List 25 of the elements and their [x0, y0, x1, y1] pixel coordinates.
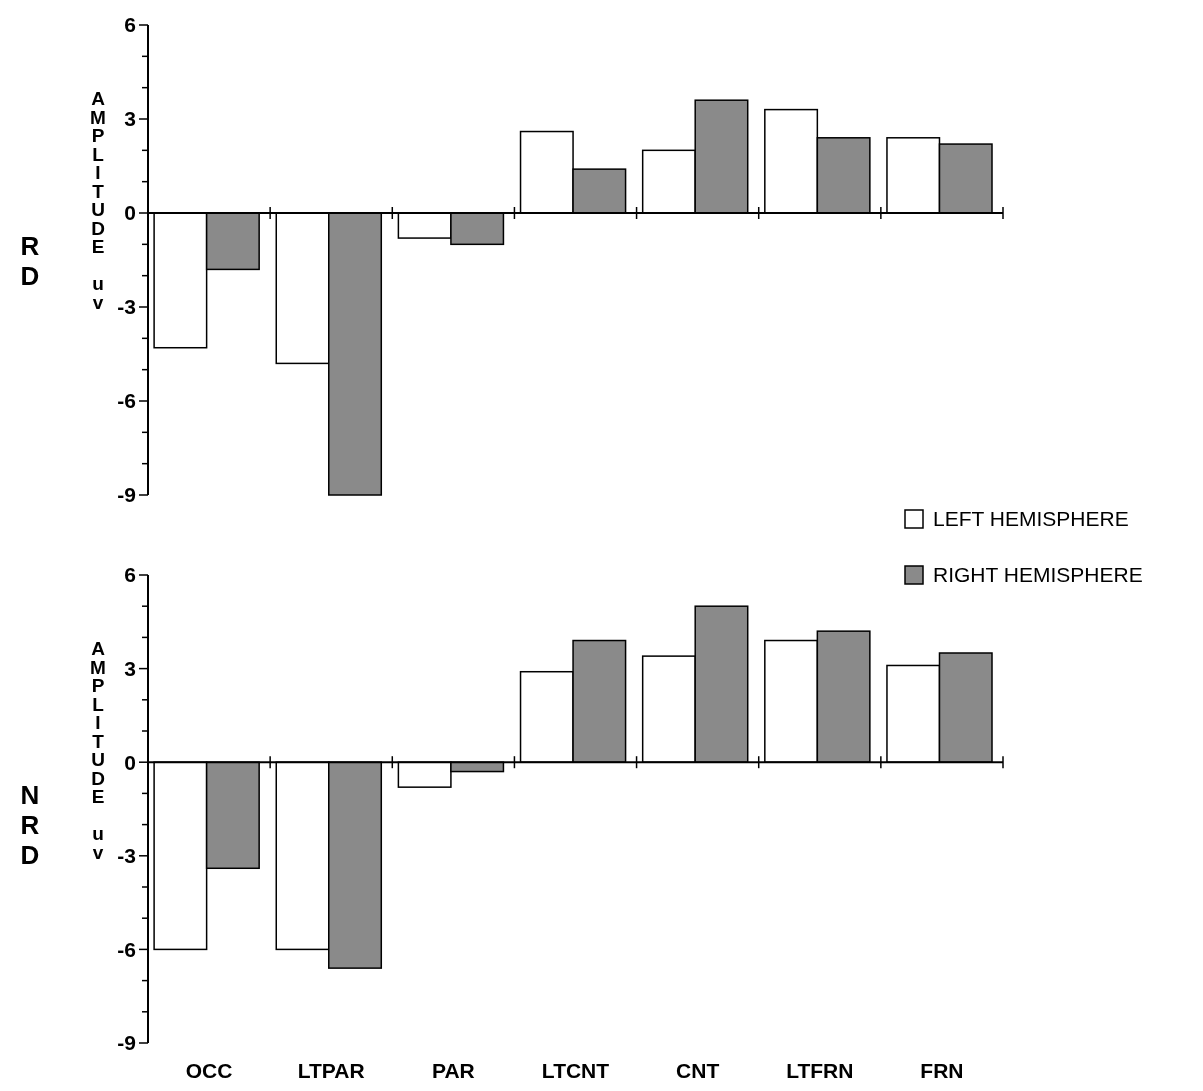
legend-label: RIGHT HEMISPHERE	[933, 563, 1143, 587]
y-tick-label: 6	[124, 13, 136, 37]
y-tick-label: -3	[117, 844, 136, 868]
y-tick-label: 3	[124, 656, 136, 680]
y-tick-label: -3	[117, 295, 136, 319]
text: AMPLITUDE uv	[90, 88, 106, 313]
y-tick-label: 6	[124, 563, 136, 587]
legend-label: LEFT HEMISPHERE	[933, 507, 1129, 531]
y-tick-label: -9	[117, 483, 136, 507]
x-tick-label: LTCNT	[541, 1059, 610, 1082]
x-tick-label: LTPAR	[297, 1059, 365, 1082]
y-tick-label: 0	[124, 201, 136, 225]
text: AMPLITUDE uv	[90, 638, 106, 863]
x-tick-label: LTFRN	[786, 1059, 854, 1082]
x-tick-label: PAR	[431, 1059, 475, 1082]
y-tick-label: -6	[117, 937, 136, 961]
x-tick-label: CNT	[676, 1059, 720, 1082]
x-tick-label: FRN	[920, 1059, 964, 1082]
y-tick-label: 3	[124, 107, 136, 131]
y-tick-label: -6	[117, 389, 136, 413]
text: RD	[20, 231, 40, 291]
text: NRD	[20, 780, 40, 870]
y-tick-label: 0	[124, 750, 136, 774]
y-tick-label: -9	[117, 1031, 136, 1055]
x-tick-label: OCC	[185, 1059, 233, 1082]
